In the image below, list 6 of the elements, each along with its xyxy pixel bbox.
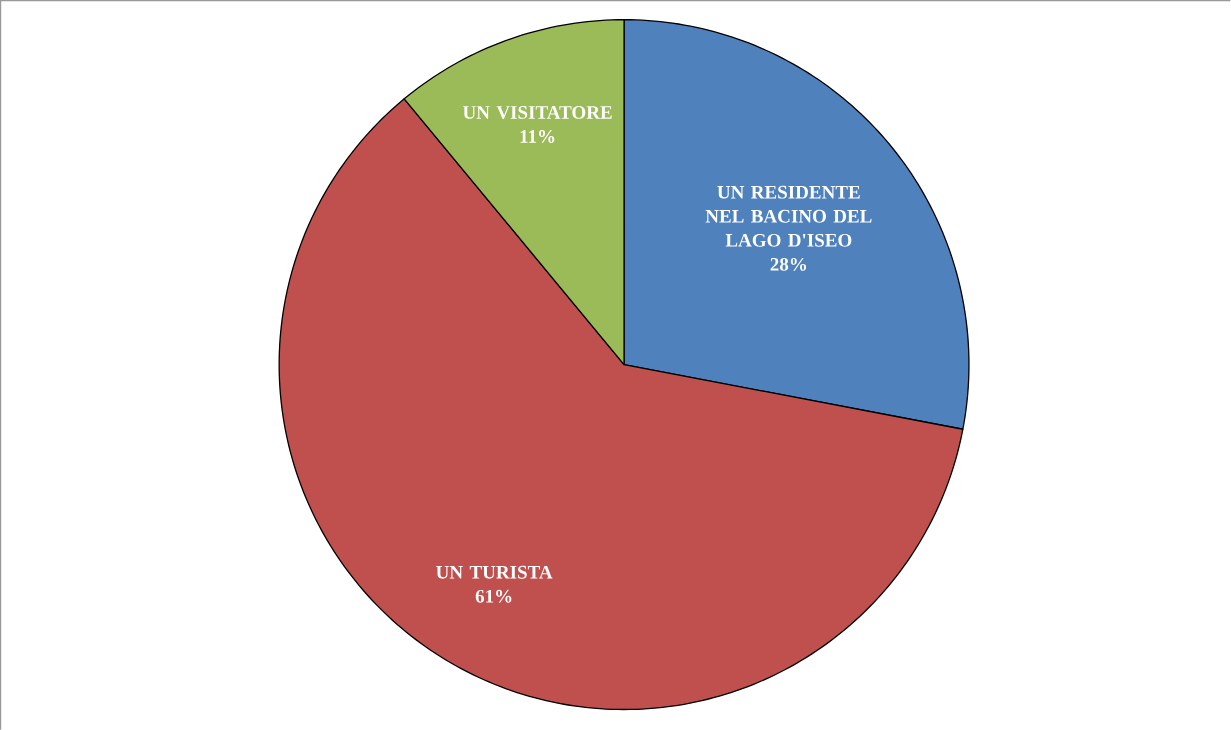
slice-label: UN VISITATORE	[462, 105, 612, 119]
data-label: 11%	[520, 129, 555, 143]
data-label: 61%	[475, 589, 512, 603]
slice-label: UN RESIDENTE NEL BACINO DEL LAGO D'ISEO	[705, 185, 872, 247]
slice-label: UN TURISTA	[436, 565, 553, 579]
data-label: 28%	[770, 257, 807, 271]
